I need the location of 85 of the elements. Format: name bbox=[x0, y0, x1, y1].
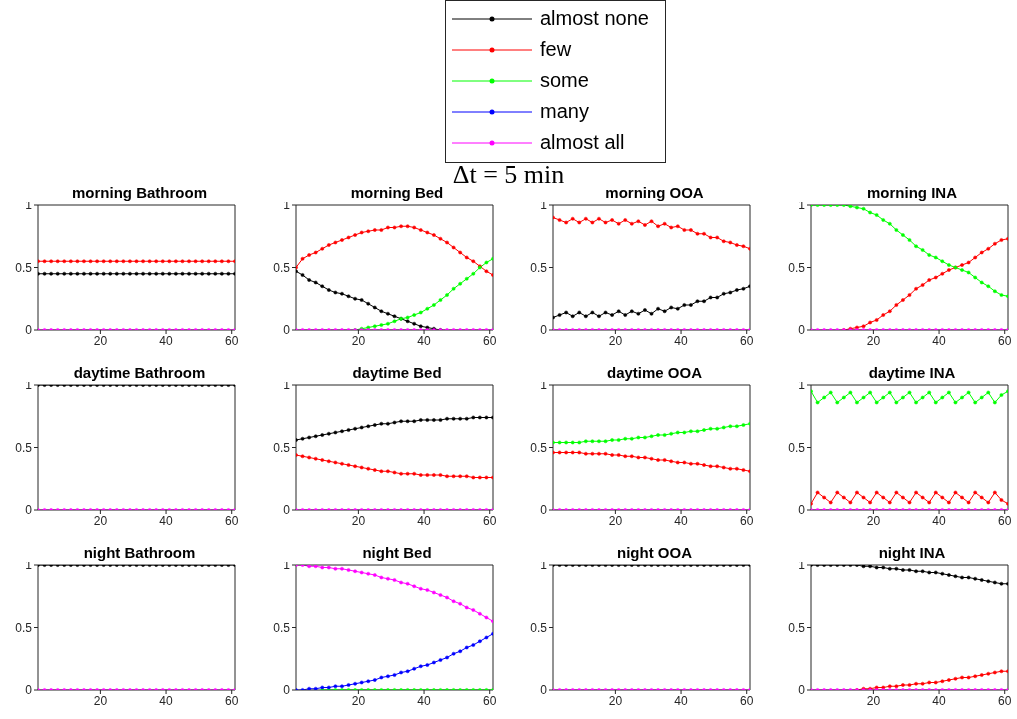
x-tick-label: 20 bbox=[608, 333, 623, 348]
x-tick-label: 60 bbox=[482, 333, 497, 348]
x-tick-label: 40 bbox=[674, 693, 689, 708]
y-tick-label: 0.5 bbox=[530, 620, 548, 635]
chart-title: night OOA bbox=[617, 544, 692, 561]
x-tick-label: 60 bbox=[225, 333, 239, 348]
line-series bbox=[553, 284, 750, 320]
chart-title: morning Bed bbox=[350, 184, 444, 201]
y-tick-label: 0 bbox=[797, 323, 805, 338]
chart-title: daytime INA bbox=[868, 364, 956, 381]
x-tick-label: 40 bbox=[416, 333, 431, 348]
y-tick-label: 0.5 bbox=[272, 260, 290, 275]
y-tick-label: 0 bbox=[797, 503, 805, 518]
x-tick-label: 40 bbox=[674, 333, 689, 348]
chart-title: night Bed bbox=[362, 544, 432, 561]
x-tick-label: 40 bbox=[159, 333, 174, 348]
x-tick-label: 20 bbox=[93, 333, 108, 348]
line-series bbox=[295, 453, 493, 480]
chart-title: daytime Bed bbox=[352, 364, 442, 381]
x-tick-label: 40 bbox=[416, 693, 431, 708]
chart-title: night INA bbox=[878, 544, 946, 561]
x-tick-label: 60 bbox=[225, 693, 239, 708]
x-tick-label: 40 bbox=[159, 693, 174, 708]
x-tick-label: 60 bbox=[740, 333, 754, 348]
chart-title: morning OOA bbox=[605, 184, 704, 201]
x-tick-label: 60 bbox=[997, 513, 1012, 528]
line-series bbox=[295, 224, 493, 277]
line-series bbox=[810, 389, 1008, 405]
x-tick-label: 40 bbox=[931, 333, 946, 348]
x-tick-label: 60 bbox=[482, 513, 497, 528]
y-tick-label: 0.5 bbox=[272, 620, 290, 635]
chart-title: daytime Bathroom bbox=[73, 364, 206, 381]
y-tick-label: 0.5 bbox=[272, 440, 290, 455]
x-tick-label: 20 bbox=[866, 513, 880, 528]
x-tick-label: 60 bbox=[740, 513, 754, 528]
x-tick-label: 20 bbox=[866, 693, 880, 708]
legend-label: few bbox=[540, 38, 572, 61]
x-tick-label: 40 bbox=[416, 513, 431, 528]
x-tick-label: 40 bbox=[159, 513, 174, 528]
x-tick-label: 20 bbox=[93, 693, 108, 708]
y-tick-label: 0 bbox=[282, 323, 290, 338]
legend-label: many bbox=[540, 100, 589, 123]
x-tick-label: 20 bbox=[866, 333, 880, 348]
y-tick-label: 0 bbox=[25, 503, 33, 518]
y-tick-label: 0 bbox=[540, 503, 548, 518]
y-tick-label: 0 bbox=[540, 683, 548, 698]
y-tick-label: 0.5 bbox=[15, 440, 33, 455]
x-tick-label: 60 bbox=[997, 333, 1012, 348]
x-tick-label: 40 bbox=[674, 513, 689, 528]
y-tick-label: 0.5 bbox=[530, 260, 548, 275]
x-tick-label: 60 bbox=[225, 513, 239, 528]
y-tick-label: 0.5 bbox=[530, 440, 548, 455]
y-tick-label: 0 bbox=[282, 503, 290, 518]
line-series bbox=[553, 215, 750, 251]
x-tick-label: 20 bbox=[351, 513, 365, 528]
x-tick-label: 20 bbox=[351, 693, 365, 708]
x-tick-label: 60 bbox=[997, 693, 1012, 708]
line-series bbox=[295, 415, 493, 442]
chart-title: morning INA bbox=[867, 184, 957, 201]
legend-label: some bbox=[540, 69, 589, 92]
x-tick-label: 20 bbox=[608, 513, 623, 528]
chart-title: daytime OOA bbox=[606, 364, 703, 381]
y-tick-label: 0.5 bbox=[787, 260, 805, 275]
y-tick-label: 0 bbox=[540, 323, 548, 338]
line-series bbox=[810, 490, 1008, 506]
chart-title: morning Bathroom bbox=[72, 184, 207, 201]
text: Δt = 5 min bbox=[452, 160, 565, 189]
x-tick-label: 60 bbox=[740, 693, 754, 708]
y-tick-label: 0.5 bbox=[15, 260, 33, 275]
x-tick-label: 20 bbox=[351, 333, 365, 348]
x-tick-label: 40 bbox=[931, 513, 946, 528]
x-tick-label: 60 bbox=[482, 693, 497, 708]
chart-title: night Bathroom bbox=[83, 544, 196, 561]
y-tick-label: 0.5 bbox=[787, 620, 805, 635]
legend-label: almost none bbox=[540, 7, 649, 30]
x-tick-label: 20 bbox=[93, 513, 108, 528]
y-tick-label: 0 bbox=[282, 683, 290, 698]
y-tick-label: 0 bbox=[25, 323, 33, 338]
y-tick-label: 0 bbox=[25, 683, 33, 698]
y-tick-label: 0 bbox=[797, 683, 805, 698]
y-tick-label: 0.5 bbox=[15, 620, 33, 635]
x-tick-label: 20 bbox=[608, 693, 623, 708]
x-tick-label: 40 bbox=[931, 693, 946, 708]
y-tick-label: 0.5 bbox=[787, 440, 805, 455]
legend-label: almost all bbox=[540, 131, 625, 154]
